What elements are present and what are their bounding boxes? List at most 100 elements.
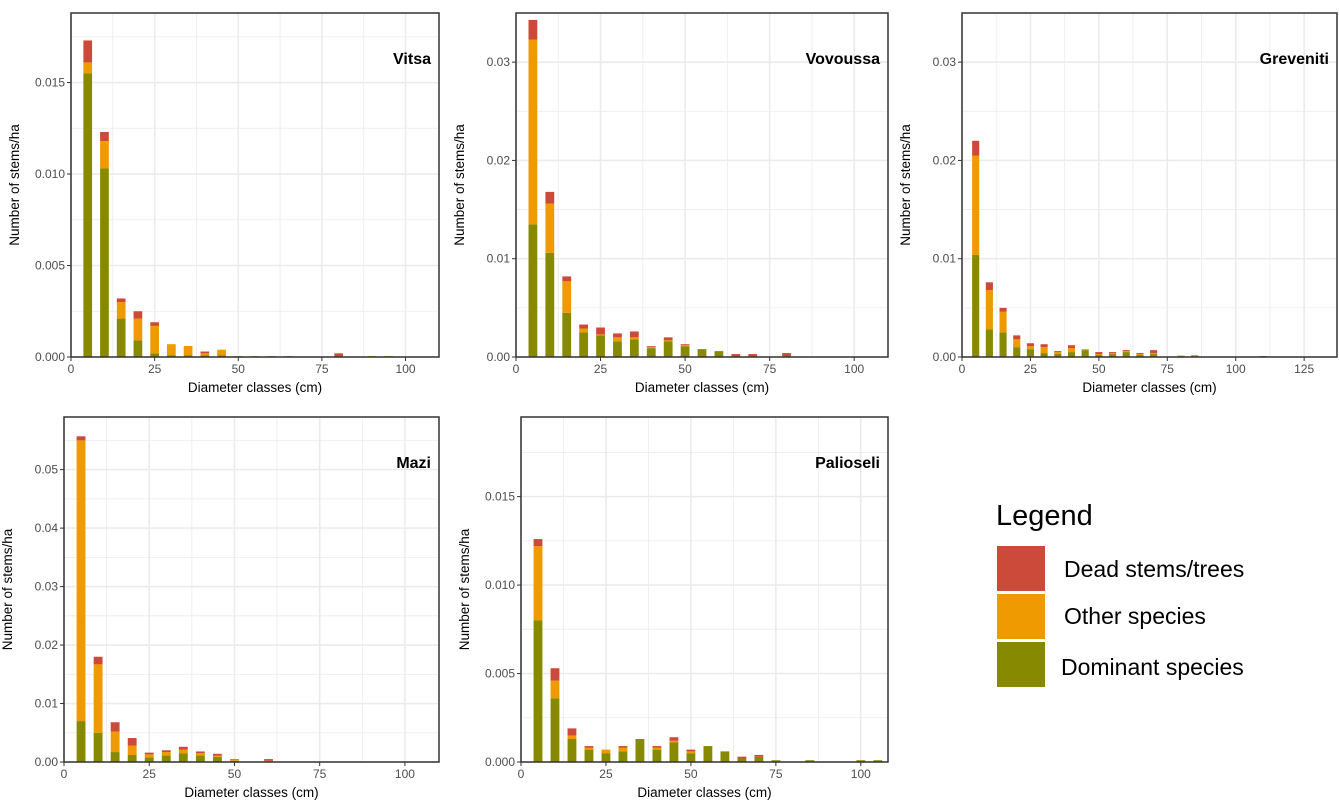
bar-other-species [76,440,86,722]
x-tick-label: 100 [395,767,415,781]
bar-dead-stems-trees [533,539,543,547]
bar-dominant-species [703,746,713,762]
bar-dominant-species [686,753,696,762]
bar-dominant-species [1108,354,1117,357]
bar-dominant-species [1013,347,1021,357]
y-tick-label: 0.03 [933,55,957,69]
x-tick-label: 50 [228,767,242,781]
y-tick-label: 0.000 [35,350,65,364]
bar-dead-stems-trees [1026,343,1034,347]
x-tick-label: 50 [678,362,692,376]
bar-other-species [618,747,628,752]
bar-dominant-species [985,329,993,357]
bar-dead-stems-trees [1122,350,1130,352]
bar-dominant-species [116,318,126,357]
bar-dead-stems-trees [1054,351,1062,353]
bar-dead-stems-trees [144,752,154,755]
y-tick-label: 0.01 [933,252,957,266]
bar-dominant-species [1150,354,1158,357]
bar-other-species [545,203,555,253]
x-axis-title: Diameter classes (cm) [188,380,322,395]
y-tick-label: 0.02 [487,153,511,167]
bar-other-species [1026,346,1034,350]
bar-dominant-species [545,252,555,357]
bar-dead-stems-trees [1095,352,1103,355]
y-axis-title: Number of stems/ha [457,528,472,650]
bar-dominant-species [183,355,193,357]
y-tick-label: 0.02 [35,638,59,652]
bar-dominant-species [720,751,730,762]
bar-dominant-species [167,355,176,357]
bar-dead-stems-trees [212,753,222,756]
bar-dead-stems-trees [550,668,560,681]
bar-dominant-species [533,620,543,762]
panel-border [520,416,889,763]
bar-other-species [100,141,109,169]
x-tick-label: 75 [763,362,777,376]
y-tick-label: 0.015 [485,490,515,504]
bar-other-species [212,755,222,757]
bar-dead-stems-trees [1013,335,1021,340]
bar-dominant-species [805,760,815,762]
bar-dead-stems-trees [646,346,656,348]
x-tick-label: 75 [313,767,327,781]
bar-dead-stems-trees [133,311,143,319]
bar-dead-stems-trees [680,344,690,346]
bar-dead-stems-trees [195,751,205,754]
y-axis-title: Number of stems/ha [7,124,22,246]
bar-dead-stems-trees [150,322,159,326]
bar-other-species [663,340,673,342]
bar-dominant-species [178,753,188,762]
bar-dominant-species [635,739,645,762]
x-tick-label: 125 [1294,362,1314,376]
y-tick-label: 0.01 [487,252,511,266]
bar-other-species [646,347,656,349]
bar-other-species [1122,351,1130,353]
bar-dominant-species [161,755,171,762]
bar-dead-stems-trees [562,276,572,282]
x-axis-title: Diameter classes (cm) [635,380,769,395]
bar-dominant-species [999,332,1007,357]
x-tick-label: 75 [315,362,329,376]
x-tick-label: 0 [513,362,520,376]
bar-dominant-species [856,760,866,762]
bar-dominant-species [150,353,159,357]
bar-dead-stems-trees [613,333,622,338]
bar-dead-stems-trees [100,131,109,142]
legend-label-other: Other species [1064,603,1206,629]
bar-dominant-species [873,760,883,762]
bar-other-species [1108,353,1117,355]
bar-dominant-species [737,758,747,762]
bar-dominant-species [200,355,210,357]
y-tick-label: 0.000 [485,755,515,769]
bar-other-species [1191,355,1199,357]
bar-other-species [183,346,193,356]
bar-other-species [601,749,611,754]
bar-dominant-species [550,698,560,762]
bar-other-species [584,747,594,750]
y-tick-label: 0.005 [35,259,65,273]
bar-dead-stems-trees [754,754,764,757]
bar-other-species [680,345,690,347]
legend: Legend Dead stems/trees Other species Do… [996,500,1244,687]
bar-other-species [150,325,159,354]
bar-dead-stems-trees [127,738,137,746]
bar-dead-stems-trees [652,746,662,748]
x-tick-label: 0 [61,767,68,781]
bar-dominant-species [1136,355,1144,357]
x-tick-label: 25 [148,362,162,376]
bar-dominant-species [697,349,707,357]
bar-dead-stems-trees [264,759,273,761]
x-tick-label: 0 [959,362,966,376]
bar-dominant-species [93,732,103,762]
x-tick-label: 100 [851,767,871,781]
bar-dominant-species [1054,354,1062,357]
y-tick-label: 0.005 [485,667,515,681]
bar-dead-stems-trees [110,722,120,732]
bar-dead-stems-trees [1067,345,1076,349]
bar-dominant-species [133,340,143,357]
panel-border [961,12,1338,358]
y-axis-title: Number of stems/ha [898,124,913,246]
x-axis-title: Diameter classes (cm) [637,785,771,800]
x-tick-label: 25 [599,767,613,781]
